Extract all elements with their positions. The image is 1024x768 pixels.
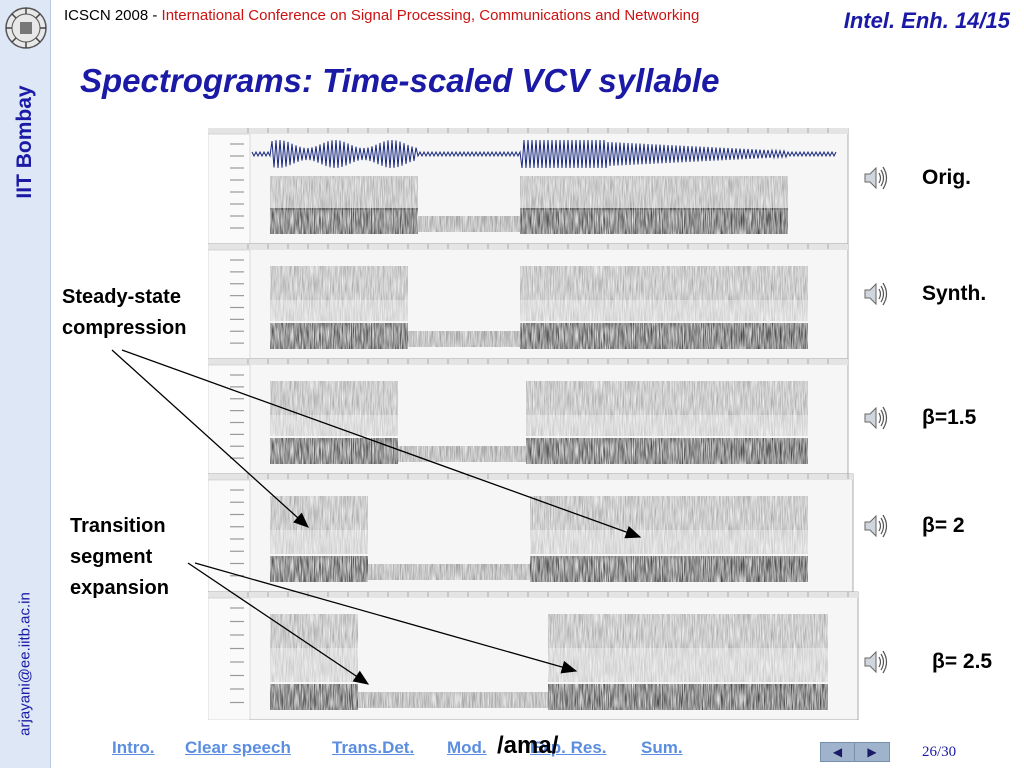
audio-row-label: Orig. — [922, 166, 972, 189]
nav-link-exp-res[interactable]: Exp. Res. — [530, 738, 607, 757]
transition-annotation: Transition segment expansion — [70, 511, 169, 604]
nav-link-mod[interactable]: Mod. — [447, 738, 487, 757]
conference-banner: ICSCN 2008 - International Conference on… — [64, 7, 699, 24]
audio-row-label: β=1.5 — [922, 406, 977, 429]
speaker-icon[interactable] — [862, 512, 888, 540]
conference-name: International Conference on Signal Proce… — [161, 7, 700, 24]
slide-nav-buttons: ◀ ▶ — [820, 742, 890, 762]
speaker-icon[interactable] — [862, 404, 888, 432]
audio-row-label: β= 2 — [922, 514, 965, 537]
annotation-line: Transition — [70, 515, 166, 537]
page-number: 26/30 — [922, 744, 957, 760]
author-email: arjayani@ee.iitb.ac.in — [16, 592, 34, 736]
conference-prefix: ICSCN 2008 - — [64, 7, 162, 24]
steady-state-annotation: Steady-state compression — [62, 282, 186, 344]
speaker-icon[interactable] — [862, 648, 888, 676]
speaker-icon[interactable] — [862, 164, 888, 192]
slide-title: Spectrograms: Time-scaled VCV syllable — [80, 62, 720, 99]
audio-row-label: β= 2.5 — [932, 650, 993, 673]
next-arrow-icon: ▶ — [867, 745, 877, 759]
annotation-line: expansion — [70, 577, 169, 599]
spectrogram-stack — [208, 128, 859, 720]
nav-link-trans-det[interactable]: Trans.Det. — [332, 738, 415, 757]
spectrogram-panel — [208, 358, 849, 475]
sidebar: IIT Bombay arjayani@ee.iitb.ac.in — [0, 0, 51, 768]
audio-row-label: Synth. — [922, 282, 987, 305]
annotation-line: segment — [70, 546, 153, 568]
iitb-logo-icon — [5, 7, 47, 49]
speaker-icon[interactable] — [862, 280, 888, 308]
annotation-line: compression — [62, 317, 187, 339]
institute-name: IIT Bombay — [13, 85, 36, 199]
next-slide-button[interactable]: ▶ — [855, 743, 889, 761]
spectrogram-panel — [208, 243, 849, 360]
spectrogram-panel — [208, 473, 854, 593]
nav-link-sum[interactable]: Sum. — [641, 738, 683, 757]
nav-link-intro[interactable]: Intro. — [112, 738, 155, 757]
prev-slide-button[interactable]: ◀ — [821, 743, 855, 761]
annotation-line: Steady-state — [62, 286, 181, 308]
nav-link-clear-speech[interactable]: Clear speech — [185, 738, 291, 757]
prev-arrow-icon: ◀ — [832, 745, 843, 759]
spectrogram-panel — [208, 128, 849, 245]
syllable-label: /ama/ — [497, 732, 559, 759]
spectrogram-panel — [208, 591, 859, 720]
slide-section-id: Intel. Enh. 14/15 — [843, 8, 1010, 33]
